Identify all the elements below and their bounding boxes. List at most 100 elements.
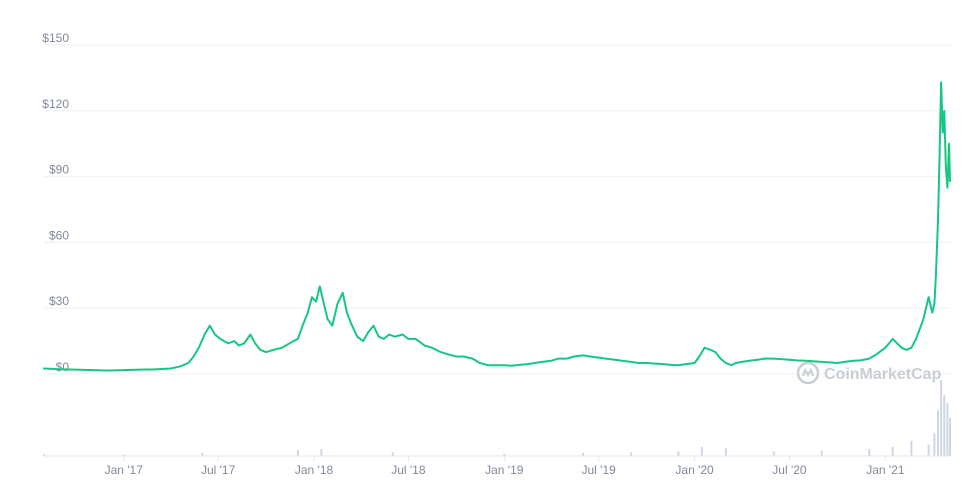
data-point [511, 365, 513, 367]
grid-lines [44, 44, 950, 375]
data-point [383, 338, 385, 340]
data-point [939, 154, 941, 156]
data-point [922, 318, 925, 320]
data-point [685, 363, 687, 365]
data-point [884, 347, 887, 349]
data-point [75, 369, 77, 371]
volume-bar [296, 449, 299, 456]
data-point [315, 301, 317, 303]
data-point [945, 165, 947, 167]
x-tick-label: Jul '20 [772, 463, 807, 477]
data-point [519, 364, 522, 366]
data-point [868, 358, 870, 360]
data-point [557, 358, 560, 360]
data-point [378, 336, 380, 338]
data-point [821, 361, 823, 363]
data-point [550, 360, 552, 362]
data-point [342, 292, 344, 294]
data-point [915, 338, 917, 340]
data-point [440, 351, 442, 353]
data-point [805, 360, 807, 362]
data-point [796, 359, 798, 361]
data-point [573, 355, 575, 358]
data-point [394, 336, 396, 338]
data-point [204, 333, 206, 336]
data-point [748, 360, 750, 362]
data-point [694, 362, 696, 364]
volume-bar [320, 449, 323, 456]
data-point [346, 312, 348, 314]
data-point [254, 342, 256, 344]
data-point [243, 342, 245, 344]
data-point [227, 342, 229, 344]
volume-bar [772, 451, 775, 456]
data-point [844, 361, 846, 363]
volume-bar [700, 446, 703, 456]
data-point [928, 296, 930, 298]
data-point [139, 369, 141, 371]
data-point [402, 333, 404, 336]
x-tick-label: Jan '21 [866, 463, 905, 477]
coinmarketcap-logo-icon [796, 361, 820, 385]
data-point [720, 358, 722, 360]
volume-bar [629, 452, 632, 456]
data-point [91, 369, 93, 371]
volume-bar [820, 450, 823, 456]
data-point [527, 363, 529, 365]
x-tick-label: Jan '17 [105, 463, 144, 477]
data-point [307, 312, 309, 314]
x-tick-label: Jul '17 [201, 463, 236, 477]
data-point [741, 361, 743, 363]
data-point [407, 338, 409, 340]
data-point [463, 355, 465, 358]
x-tick-label: Jan '18 [295, 463, 334, 477]
data-point [471, 358, 474, 360]
x-axis-labels: Jan '17 Jul '17 Jan '18 Jul '18 Jan '19 Jul '… [105, 456, 905, 477]
series-layer [43, 81, 951, 372]
watermark-text: CoinMarketCap [824, 366, 942, 383]
data-point [566, 358, 568, 360]
data-point [614, 359, 616, 361]
data-point [487, 364, 489, 366]
volume-bar [582, 452, 585, 456]
volume-bar [868, 449, 871, 456]
data-point [233, 340, 235, 342]
data-point [423, 344, 426, 347]
data-point [541, 361, 544, 363]
data-point [605, 358, 607, 360]
volume-bars [43, 380, 951, 456]
data-point [646, 362, 648, 364]
data-point [59, 368, 61, 370]
data-point [198, 347, 200, 349]
data-point [710, 349, 712, 351]
y-tick-label: $30 [49, 294, 69, 308]
data-point [582, 354, 584, 356]
y-tick-label: $150 [42, 31, 69, 45]
volume-bar [927, 444, 930, 456]
data-point [319, 285, 321, 287]
data-point [431, 347, 433, 349]
data-point [107, 369, 109, 372]
volume-bar [940, 380, 943, 456]
data-point [589, 355, 591, 358]
x-tick-label: Jan '20 [675, 463, 714, 477]
data-point [703, 347, 706, 349]
data-point [698, 355, 700, 358]
watermark: CoinMarketCap [796, 361, 942, 385]
data-point [214, 333, 216, 336]
data-point [937, 219, 939, 222]
data-point [860, 359, 862, 361]
data-point [219, 338, 221, 340]
data-point [662, 363, 664, 365]
price-line [43, 81, 951, 372]
data-point [479, 362, 481, 364]
x-tick-label: Jul '18 [391, 463, 426, 477]
x-tick-label: Jul '19 [581, 463, 616, 477]
data-point [302, 325, 304, 327]
data-point [940, 81, 942, 83]
data-point [336, 303, 339, 305]
data-point [367, 331, 369, 333]
data-point [238, 344, 240, 347]
data-point [677, 364, 680, 366]
